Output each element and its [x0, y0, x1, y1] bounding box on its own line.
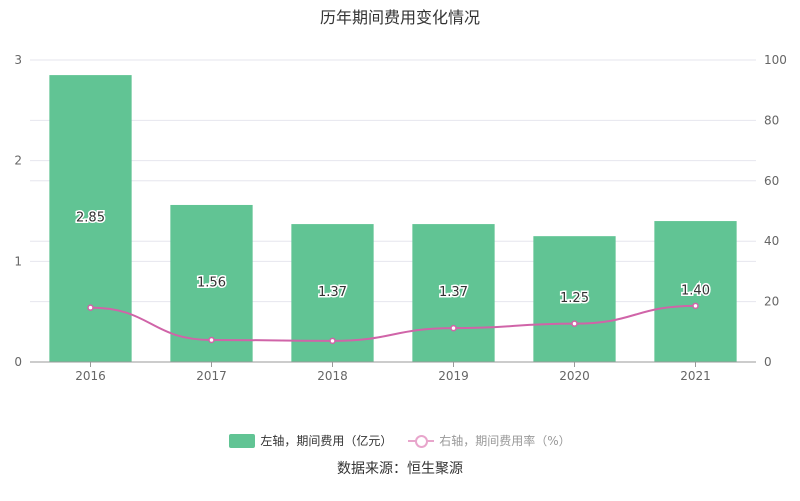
right-tick-label: 0	[764, 355, 772, 369]
bar	[654, 221, 737, 362]
legend-bar-label: 左轴，期间费用（亿元）	[260, 434, 393, 448]
axes: 0 20 40 60 80 100 0 1 2 3 2016 2017 2018 2019 2020 2021	[14, 53, 787, 383]
x-tick-label: 2016	[75, 369, 106, 383]
line-point	[87, 304, 94, 311]
legend-item-bar[interactable]: 左轴，期间费用（亿元）	[229, 432, 392, 449]
bar	[412, 224, 495, 362]
grid-lines	[30, 59, 756, 303]
right-tick-label: 40	[764, 234, 779, 248]
x-tick-label: 2021	[680, 369, 711, 383]
line-point	[571, 320, 578, 327]
chart-title: 历年期间费用变化情况	[319, 8, 480, 27]
line-path	[90, 304, 696, 342]
x-tick-label: 2018	[317, 369, 348, 383]
bar-data-label: 1.56	[197, 275, 226, 290]
right-tick-label: 100	[764, 53, 787, 67]
bar-data-label: 1.40	[681, 284, 710, 299]
legend-bar-swatch	[229, 433, 256, 448]
bar	[170, 204, 253, 362]
bar-series	[49, 75, 737, 362]
left-tick-label: 2	[14, 154, 22, 168]
right-tick-label: 20	[764, 295, 779, 309]
left-tick-label: 0	[14, 355, 22, 369]
bar	[49, 75, 132, 362]
data-source: 数据来源：恒生聚源	[337, 461, 463, 477]
line-point	[692, 302, 699, 310]
bar-data-label: 1.37	[318, 285, 347, 300]
right-tick-label: 60	[764, 174, 779, 188]
x-tick-label: 2017	[196, 369, 227, 383]
chart-area: 2.85 1.56 1.37 1.37 1.25 1.40 0 20 40 60 80 100 0 1 2…	[14, 53, 787, 383]
bar-data-label: 1.37	[439, 285, 468, 300]
legend-line-swatch	[408, 434, 435, 448]
line-point	[208, 336, 215, 344]
left-tick-label: 1	[14, 254, 22, 268]
line-series	[87, 302, 699, 345]
bar	[533, 236, 616, 362]
x-tick-label: 2019	[438, 369, 469, 383]
data-labels: 2.85 1.56 1.37 1.37 1.25 1.40	[75, 209, 712, 308]
bar-data-label: 1.25	[560, 291, 589, 306]
legend: 左轴，期间费用（亿元） 右轴，期间费用率（%）	[0, 432, 800, 451]
bar-data-label: 2.85	[76, 211, 105, 226]
legend-item-line[interactable]: 右轴，期间费用率（%）	[408, 432, 571, 449]
line-point	[450, 324, 457, 332]
left-tick-label: 3	[14, 53, 22, 67]
x-tick-label: 2020	[559, 369, 590, 383]
legend-line-label: 右轴，期间费用率（%）	[439, 434, 571, 448]
line-point	[329, 337, 336, 345]
right-tick-label: 80	[764, 113, 779, 127]
